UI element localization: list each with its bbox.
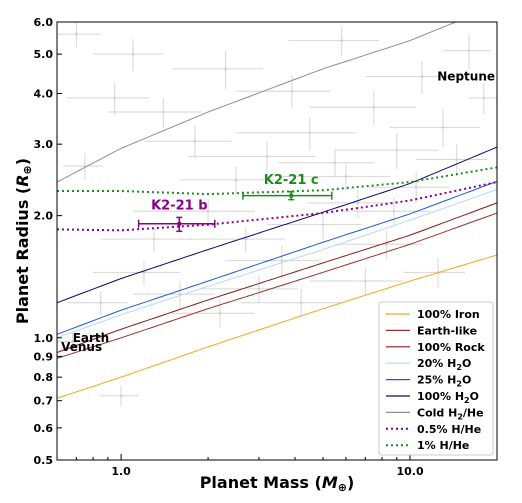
background-planet-24 [201,276,299,303]
background-planet-27 [309,267,404,296]
legend-item-cold-h-he: Cold H2/He [386,406,484,421]
planet-k2-21-b: K2-21 b [137,198,216,233]
background-planet-35 [288,26,379,56]
y-tick-label: 3.0 [34,138,54,151]
annotation-earth: Earth [73,331,110,345]
y-axis-label: Planet Radius (R⊕) [13,158,34,324]
legend-label: 0.5% H/He [417,423,481,436]
background-planet-22 [67,291,128,315]
legend-label: 100% H2O [417,390,479,405]
background-planet-4 [187,141,316,173]
x-axis-ticks: 1.0 10.0 [56,454,498,478]
curve-earth-like [57,212,497,359]
x-axis-label: Planet Mass (M⊕) [200,473,355,494]
planet-label-k2-21-b: K2-21 b [151,198,207,213]
legend-item-100-iron: 100% Iron [386,308,480,321]
y-tick-label: 0.9 [34,350,54,363]
y-tick-label: 0.5 [34,454,54,467]
legend-item-100-rock: 100% Rock [386,341,485,354]
planet-label-k2-21-c: K2-21 c [264,173,319,188]
background-planet-0 [57,22,101,48]
background-planet-6 [278,162,390,192]
curve-0-5-h-he [57,181,497,232]
literature-planets [57,22,497,406]
legend-label: Cold H2/He [417,406,484,421]
curve-1-h-he [57,166,497,195]
y-tick-label: 0.7 [34,395,54,408]
legend-item-25-h-o: 25% H2O [386,374,471,389]
background-planet-14 [225,245,321,278]
legend-label: 20% H2O [417,357,471,372]
planet-measurements: K2-21 b K2-21 c [137,173,333,233]
plot-frame [56,21,498,461]
background-planet-39 [100,227,192,252]
background-planet-18 [370,172,450,203]
curve-25-h-o [57,180,497,335]
y-tick-label: 2.0 [34,210,54,223]
background-planet-11 [442,34,491,69]
legend-label: 100% Iron [417,308,480,321]
y-tick-label: 1.0 [34,332,54,345]
background-planet-1 [67,82,150,115]
legend-box [378,301,494,456]
background-planet-2 [107,97,202,128]
planet-marker [177,221,182,226]
background-planet-8 [335,132,439,170]
x-tick-label: 1.0 [111,465,131,478]
background-planet-25 [240,288,342,318]
background-planet-28 [416,144,488,177]
background-planet-20 [93,260,181,285]
composition-curves [57,22,497,399]
y-tick-label: 0.6 [34,422,54,435]
background-planet-29 [469,82,497,115]
background-planet-38 [57,332,90,351]
y-tick-label: 4.0 [34,87,54,100]
legend: 100% Iron Earth-like 100% Rock 20% H2O 25% H… [378,301,494,456]
legend-item-20-h-o: 20% H2O [386,357,471,372]
curve-100-iron [57,254,497,399]
y-tick-label: 0.8 [34,371,54,384]
legend-label: 1% H/He [417,439,469,452]
background-planet-26 [278,148,374,178]
background-planet-12 [133,198,255,225]
legend-item-0-5-h-he: 0.5% H/He [386,423,481,436]
planet-k2-21-c: K2-21 c [242,173,333,201]
legend-item-100-h-o: 100% H2O [386,390,479,405]
background-planet-5 [236,117,356,151]
legend-item-1-h-he: 1% H/He [386,439,469,452]
background-planet-3 [171,50,264,90]
y-axis-ticks: 0.5 0.6 0.7 0.8 0.9 1.0 2.0 3.0 4.0 5.0 6.0 [34,16,62,467]
y-tick-label: 6.0 [34,16,54,29]
legend-label: Earth-like [417,324,477,337]
background-planet-33 [180,166,275,195]
background-planet-10 [389,109,481,148]
curve-cold-h-he [57,22,458,183]
background-planet-31 [93,38,164,71]
planet-marker [289,193,294,198]
y-tick-label: 5.0 [34,48,54,61]
curve-20-h-o [57,189,497,339]
background-planet-13 [187,227,286,252]
annotation-venus: Venus [61,340,102,354]
background-planet-7 [309,91,417,125]
curve-100-h-o [57,146,497,304]
legend-label: 25% H2O [417,374,471,389]
background-planet-37 [100,386,139,406]
x-tick-label: 10.0 [396,465,423,478]
background-planet-9 [365,61,461,94]
legend-label: 100% Rock [417,341,485,354]
curve-100-rock [57,202,497,353]
annotation-neptune: Neptune [437,70,495,84]
background-planet-32 [143,125,231,159]
legend-item-earth-like: Earth-like [386,324,477,337]
